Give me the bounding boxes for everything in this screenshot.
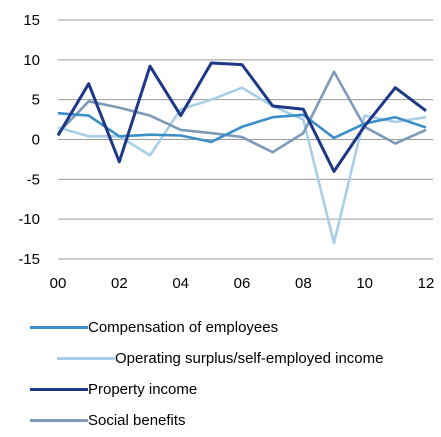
y-tick-label: -15: [18, 251, 40, 268]
x-tick-label: 00: [50, 275, 67, 292]
series-line-2: [56, 61, 427, 173]
series-lines: [56, 61, 427, 245]
series-line-3: [57, 70, 427, 154]
x-tick-label: 06: [234, 275, 251, 292]
y-tick-label: 0: [32, 132, 40, 149]
y-tick-label: 5: [32, 92, 40, 109]
legend-swatch-compensation: [30, 326, 88, 329]
legend-item-social-benefits: Social benefits: [30, 405, 435, 436]
legend-swatch-operating-surplus: [57, 357, 115, 360]
x-tick-label: 08: [295, 275, 312, 292]
line-chart: 15 10 5 0 -5 -10 -15 00 02 04 06 08 10 12: [18, 12, 435, 292]
legend-label-compensation: Compensation of employees: [88, 319, 279, 336]
x-tick-label: 02: [111, 275, 128, 292]
legend-label-property-income: Property income: [88, 381, 198, 398]
x-tick-label: 10: [356, 275, 373, 292]
legend-label-operating-surplus: Operating surplus/self-employed income: [115, 350, 384, 367]
series-line-1: [57, 86, 427, 245]
legend: Compensation of employees Operating surp…: [30, 312, 435, 436]
x-tick-label: 12: [418, 275, 435, 292]
legend-label-social-benefits: Social benefits: [88, 412, 186, 429]
legend-item-compensation: Compensation of employees: [30, 312, 435, 343]
y-tick-label: 10: [23, 52, 40, 69]
legend-item-property-income: Property income: [30, 374, 435, 405]
y-tick-label: -5: [27, 171, 40, 188]
gridlines: [58, 19, 433, 260]
y-tick-label: 15: [23, 12, 40, 29]
legend-item-operating-surplus: Operating surplus/self-employed income: [30, 343, 435, 374]
y-axis-tick-labels: 15 10 5 0 -5 -10 -15: [18, 12, 40, 268]
x-tick-label: 04: [172, 275, 189, 292]
legend-swatch-social-benefits: [30, 419, 88, 422]
y-tick-label: -10: [18, 211, 40, 228]
x-axis-tick-labels: 00 02 04 06 08 10 12: [50, 275, 435, 292]
legend-swatch-property-income: [30, 388, 88, 391]
